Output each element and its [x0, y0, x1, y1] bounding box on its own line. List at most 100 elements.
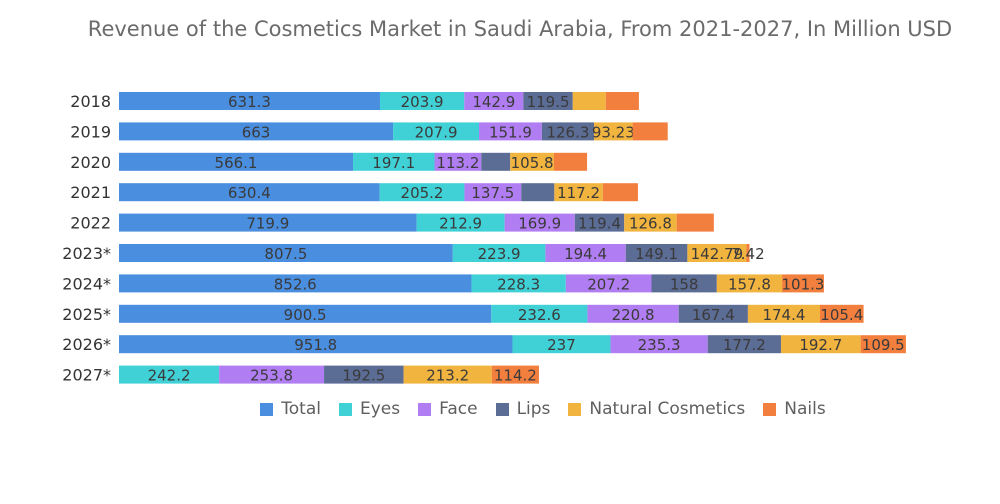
data-label: 197.1	[372, 154, 415, 172]
data-label: 663	[242, 123, 271, 141]
data-label: 174.4	[762, 306, 805, 324]
bar-segment	[119, 274, 472, 293]
legend-swatch	[495, 402, 509, 416]
y-tick-label: 2022	[70, 214, 111, 233]
bar-segment	[452, 244, 546, 262]
data-label: 126.8	[629, 215, 672, 233]
data-label: 119.4	[578, 215, 621, 233]
legend-item: Total	[260, 399, 321, 419]
legend-item: Face	[418, 399, 478, 419]
data-label: 194.4	[564, 245, 607, 263]
bar-segment	[523, 92, 573, 110]
data-label: 207.2	[587, 275, 630, 293]
bar-segment	[379, 183, 465, 202]
data-label: 192.5	[342, 367, 385, 385]
data-label: 105.8	[511, 154, 554, 172]
bar-segment	[512, 335, 611, 354]
legend-item: Eyes	[338, 399, 401, 419]
data-label: 157.8	[728, 275, 771, 293]
bar-segment	[565, 274, 652, 293]
bar-segment	[707, 335, 781, 354]
bar-segment	[594, 122, 633, 141]
data-label: 566.1	[215, 154, 258, 172]
data-label: 142.9	[472, 93, 515, 111]
bar-segment	[119, 335, 513, 354]
data-label: 126.3	[546, 123, 589, 141]
bar-segment	[504, 213, 575, 232]
bar-segment	[119, 152, 354, 171]
y-tick-label: 2023*	[62, 244, 111, 263]
data-label: 852.6	[274, 275, 317, 293]
bar-segment	[471, 274, 566, 293]
chart-title: Revenue of the Cosmetics Market in Saudi…	[87, 17, 953, 41]
data-label: 630.4	[228, 184, 271, 202]
data-label: 101.3	[782, 275, 825, 293]
data-label: 142.79	[691, 245, 744, 263]
bar-segment	[676, 213, 714, 232]
legend-swatch	[418, 402, 432, 416]
legend-label: Lips	[516, 399, 551, 419]
legend-item: Natural Cosmetics	[568, 399, 745, 419]
y-tick-label: 2027*	[62, 366, 111, 385]
bar-segment	[678, 304, 748, 323]
y-tick-label: 2019	[70, 122, 111, 141]
data-label: 158	[670, 275, 699, 293]
data-label: 192.7	[799, 336, 842, 354]
data-label: 167.4	[692, 306, 735, 324]
data-label: 7.42	[731, 245, 764, 263]
bar-segment	[860, 335, 906, 354]
bar-segment	[554, 183, 603, 202]
bar-segment	[572, 92, 606, 110]
bar-segment	[403, 365, 492, 384]
data-label: 93.23	[592, 123, 635, 141]
legend-item: Nails	[763, 399, 826, 419]
bar-segment	[416, 213, 505, 232]
bar-segment	[491, 304, 588, 323]
bar-segment	[119, 304, 492, 323]
data-label: 951.8	[294, 336, 337, 354]
bar-segment	[624, 213, 677, 232]
data-label: 807.5	[264, 245, 307, 263]
data-label: 253.8	[250, 367, 293, 385]
bar-segment	[747, 304, 821, 323]
bar-segment	[553, 152, 588, 171]
y-tick-label: 2021	[70, 183, 111, 202]
legend-label: Eyes	[359, 399, 401, 419]
bar-segment	[651, 274, 717, 293]
data-label: 223.9	[478, 245, 521, 263]
bar-segment	[464, 92, 524, 110]
data-label: 719.9	[246, 215, 289, 233]
bar-segment	[119, 244, 453, 262]
bar-segment	[545, 244, 626, 262]
data-label: 213.2	[426, 367, 469, 385]
bar-segment	[464, 183, 522, 202]
bar-segment	[610, 335, 708, 354]
bar-segment	[119, 92, 380, 110]
legend-swatch	[260, 402, 274, 416]
data-label: 237	[547, 336, 576, 354]
chart-legend: Total Eyes Face Lips Natural Cosmetics Nails	[0, 399, 1000, 419]
bar-segment	[479, 122, 542, 141]
bar-segment	[605, 92, 639, 110]
data-label: 109.5	[862, 336, 905, 354]
legend-swatch	[763, 402, 777, 416]
bar-segment	[521, 183, 555, 202]
bar-segment	[820, 304, 864, 323]
data-label: 117.2	[557, 184, 600, 202]
bar-segment	[541, 122, 595, 141]
y-tick-label: 2024*	[62, 274, 111, 293]
bar-segment	[119, 122, 394, 141]
bar-segment	[687, 244, 747, 262]
legend-swatch	[568, 402, 582, 416]
data-label: 114.2	[494, 367, 537, 385]
data-label: 220.8	[612, 306, 655, 324]
y-tick-label: 2020	[70, 153, 111, 172]
bar-segment	[587, 304, 679, 323]
bar-segment	[324, 365, 404, 384]
data-label: 207.9	[415, 123, 458, 141]
y-tick-label: 2018	[70, 92, 111, 111]
legend-swatch	[338, 402, 352, 416]
data-label: 235.3	[638, 336, 681, 354]
y-tick-label: 2026*	[62, 335, 111, 354]
